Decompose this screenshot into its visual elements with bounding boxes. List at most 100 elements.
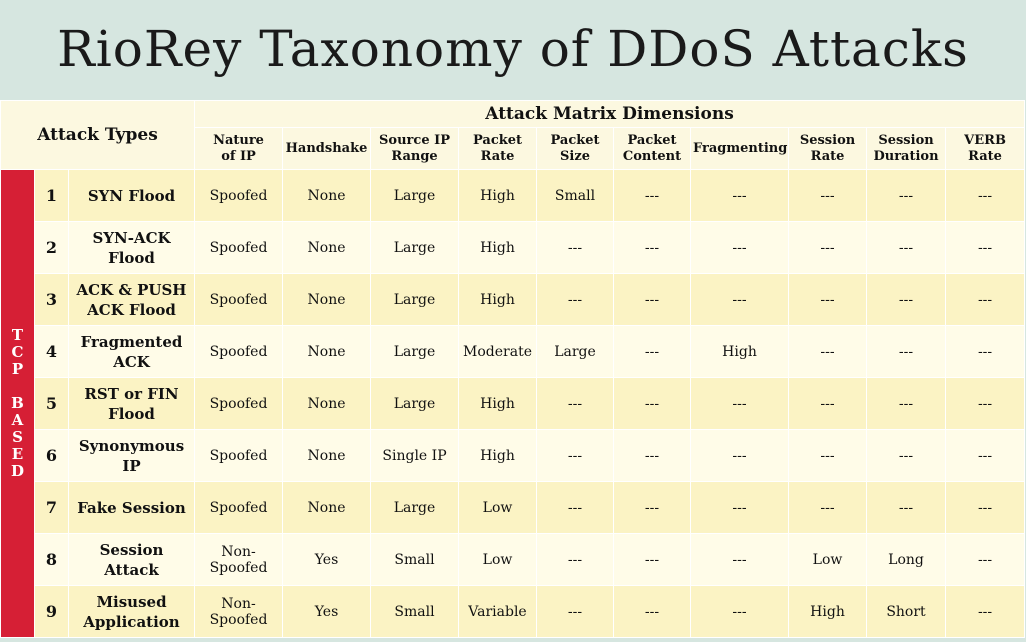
attack-dimension-value: Spoofed: [194, 273, 284, 326]
attack-dimension-value: Spoofed: [194, 169, 284, 222]
attack-dimension-value: Small: [536, 169, 615, 222]
attack-name: RST or FIN Flood: [67, 377, 196, 430]
attack-dimension-value: None: [282, 377, 372, 430]
column-header-verb-rate: VERB Rate: [945, 127, 1026, 170]
attack-dimension-value: ---: [536, 585, 615, 638]
attack-dimension-value: ---: [613, 481, 692, 534]
attack-dimension-value: High: [458, 169, 538, 222]
attack-matrix-table: Attack Types Attack Matrix Dimensions Na…: [0, 100, 1026, 638]
attack-dimension-value: ---: [788, 221, 868, 274]
attack-dimension-value: ---: [613, 429, 692, 482]
attack-dimension-value: Long: [866, 533, 947, 586]
attack-dimension-value: Yes: [282, 533, 372, 586]
attack-number: 7: [34, 481, 69, 534]
attack-dimension-value: High: [458, 273, 538, 326]
table-row: 9 Misused Application Non- Spoofed Yes Small Va…: [1, 585, 1026, 638]
attack-dimension-value: ---: [690, 221, 790, 274]
attack-dimension-value: Spoofed: [194, 481, 284, 534]
attack-dimension-value: Large: [370, 377, 460, 430]
attack-name: Session Attack: [67, 533, 196, 586]
attack-dimension-value: None: [282, 325, 372, 378]
attack-rows: T C P B A S E D 1 SYN Flood Spoofed None Large High Sm…: [0, 169, 1026, 638]
attack-dimension-value: ---: [788, 481, 868, 534]
attack-matrix-dimensions-header: Attack Matrix Dimensions: [194, 100, 1026, 128]
attack-dimension-value: ---: [866, 325, 947, 378]
attack-dimension-value: Large: [370, 481, 460, 534]
attack-dimension-value: None: [282, 221, 372, 274]
attack-name: SYN-ACK Flood: [67, 221, 196, 274]
table-row: T C P B A S E D 1 SYN Flood Spoofed None Large High Sm…: [0, 169, 1026, 638]
attack-number: 9: [34, 585, 69, 638]
attack-dimension-value: ---: [536, 533, 615, 586]
attack-dimension-value: ---: [613, 273, 692, 326]
attack-dimension-value: Spoofed: [194, 325, 284, 378]
attack-dimension-value: Low: [458, 533, 538, 586]
attack-dimension-value: High: [458, 221, 538, 274]
column-header-nature-of-ip: Nature of IP: [194, 127, 284, 170]
attack-dimension-value: ---: [613, 585, 692, 638]
attack-dimension-value: Non- Spoofed: [194, 533, 284, 586]
attack-dimension-value: ---: [945, 533, 1026, 586]
attack-dimension-value: Spoofed: [194, 429, 284, 482]
attack-dimension-value: ---: [866, 429, 947, 482]
attack-dimension-value: ---: [536, 429, 615, 482]
table-row: 7 Fake Session Spoofed None Large Low --- --- --…: [1, 481, 1026, 534]
attack-dimension-value: ---: [536, 221, 615, 274]
attack-dimension-value: Single IP: [370, 429, 460, 482]
column-header-packet-rate: Packet Rate: [458, 127, 538, 170]
attack-dimension-value: Spoofed: [194, 221, 284, 274]
column-header-handshake: Handshake: [282, 127, 372, 170]
attack-number: 1: [34, 169, 69, 222]
attack-dimension-value: ---: [613, 325, 692, 378]
attack-dimension-value: ---: [945, 273, 1026, 326]
attack-dimension-value: ---: [866, 273, 947, 326]
attack-dimension-value: ---: [690, 273, 790, 326]
dimension-column-headers: Nature of IP Handshake Source IP Range Packet…: [1, 127, 1026, 170]
attack-number: 6: [34, 429, 69, 482]
attack-dimension-value: None: [282, 169, 372, 222]
attack-dimension-value: None: [282, 273, 372, 326]
attack-dimension-value: Short: [866, 585, 947, 638]
page-title: RioRey Taxonomy of DDoS Attacks: [57, 20, 969, 78]
attack-dimension-value: ---: [788, 377, 868, 430]
attack-dimension-value: High: [458, 377, 538, 430]
attack-dimension-value: ---: [613, 377, 692, 430]
attack-number: 8: [34, 533, 69, 586]
table-row: 3 ACK & PUSH ACK Flood Spoofed None Large High…: [1, 273, 1026, 326]
column-header-session-duration: Session Duration: [866, 127, 947, 170]
attack-dimension-value: Large: [536, 325, 615, 378]
attack-dimension-value: ---: [536, 481, 615, 534]
attack-number: 5: [34, 377, 69, 430]
attack-name: Fragmented ACK: [67, 325, 196, 378]
attack-dimension-value: ---: [945, 169, 1026, 222]
attack-dimension-value: Large: [370, 325, 460, 378]
attack-matrix-table-wrapper: Attack Types Attack Matrix Dimensions Na…: [0, 100, 1026, 638]
column-header-packet-content: Packet Content: [613, 127, 692, 170]
attack-number: 2: [34, 221, 69, 274]
attack-dimension-value: Spoofed: [194, 377, 284, 430]
attack-dimension-value: ---: [866, 221, 947, 274]
attack-dimension-value: Low: [788, 533, 868, 586]
attack-dimension-value: High: [690, 325, 790, 378]
attack-dimension-value: Non- Spoofed: [194, 585, 284, 638]
attack-dimension-value: None: [282, 481, 372, 534]
column-header-fragmenting: Fragmenting: [690, 127, 790, 170]
attack-dimension-value: ---: [945, 585, 1026, 638]
attack-dimension-value: ---: [613, 169, 692, 222]
attack-dimension-value: ---: [945, 481, 1026, 534]
attack-dimension-value: ---: [613, 533, 692, 586]
attack-dimension-value: ---: [945, 429, 1026, 482]
attack-name: ACK & PUSH ACK Flood: [67, 273, 196, 326]
attack-dimension-value: ---: [866, 169, 947, 222]
attack-dimension-value: ---: [788, 169, 868, 222]
attack-dimension-value: Large: [370, 221, 460, 274]
attack-dimension-value: ---: [788, 325, 868, 378]
attack-name: Synonymous IP: [67, 429, 196, 482]
attack-dimension-value: Low: [458, 481, 538, 534]
attack-number: 3: [34, 273, 69, 326]
attack-dimension-value: ---: [866, 481, 947, 534]
attack-dimension-value: ---: [866, 377, 947, 430]
attack-dimension-value: Small: [370, 585, 460, 638]
attack-name: Fake Session: [67, 481, 196, 534]
table-row: 2 SYN-ACK Flood Spoofed None Large High --- ---…: [1, 221, 1026, 274]
